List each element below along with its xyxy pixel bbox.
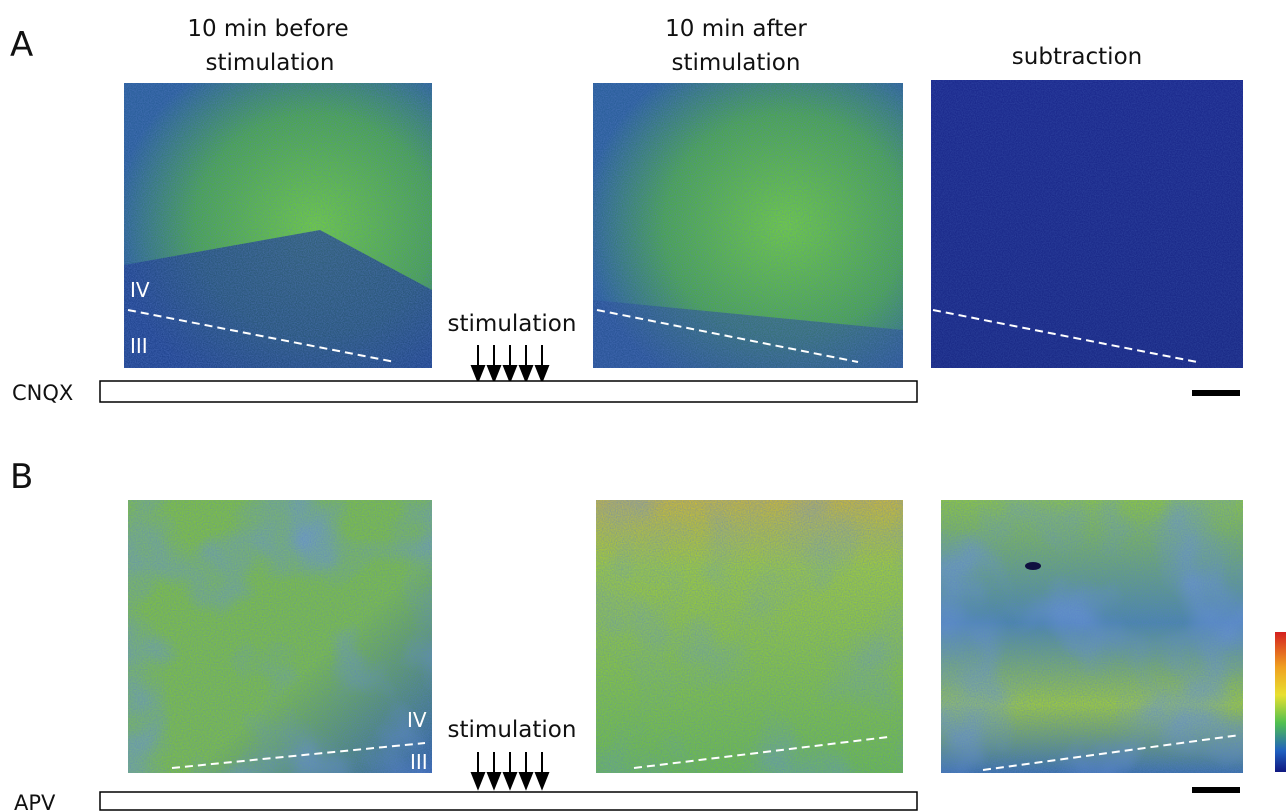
layer-label: III — [130, 334, 148, 358]
column-title: stimulation — [672, 50, 801, 76]
image-subtraction — [941, 500, 1243, 773]
column-title: stimulation — [206, 50, 335, 76]
layer-label: IV — [130, 278, 150, 302]
drug-bar — [99, 380, 918, 403]
stimulus-label: stimulation — [448, 311, 577, 337]
panel-label: A — [10, 25, 33, 65]
stimulus-arrows — [470, 752, 550, 791]
panel-label: B — [10, 457, 33, 497]
layer-label: IV — [407, 708, 427, 732]
column-title: subtraction — [1012, 44, 1142, 70]
image-after — [593, 83, 903, 368]
layer-label: III — [410, 750, 428, 774]
color-bar — [1275, 632, 1286, 772]
image-before — [128, 500, 432, 773]
scale-bar — [1192, 390, 1240, 396]
stimulus-arrows — [470, 345, 550, 384]
image-subtraction — [931, 80, 1243, 368]
column-title: 10 min after — [665, 16, 807, 42]
drug-label: APV — [14, 791, 56, 811]
drug-label: CNQX — [12, 381, 73, 405]
stimulus-label: stimulation — [448, 717, 577, 743]
drug-bar — [99, 791, 918, 811]
image-after — [596, 500, 903, 773]
scale-bar — [1192, 787, 1240, 793]
image-before — [124, 83, 432, 368]
column-title: 10 min before — [187, 16, 348, 42]
